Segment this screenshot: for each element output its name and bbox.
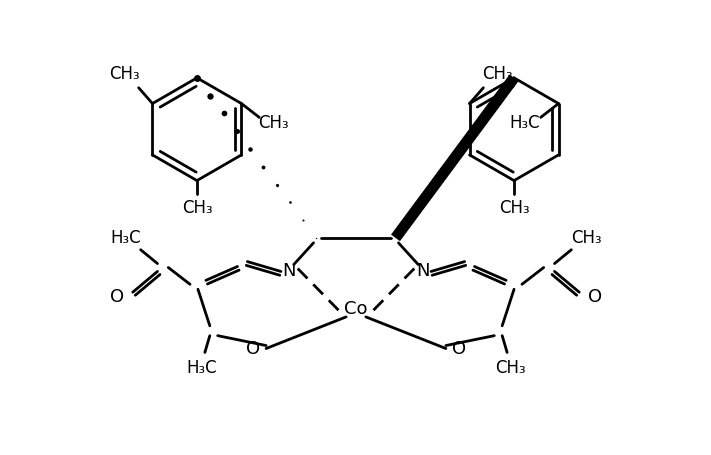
Text: O: O: [451, 339, 466, 358]
Text: CH₃: CH₃: [109, 65, 140, 83]
Text: H₃C: H₃C: [110, 229, 141, 247]
Text: Co: Co: [344, 300, 368, 318]
Text: N: N: [282, 263, 296, 280]
Text: H₃C: H₃C: [510, 114, 540, 132]
Text: O: O: [588, 288, 602, 306]
Text: CH₃: CH₃: [258, 114, 289, 132]
Text: CH₃: CH₃: [495, 359, 525, 377]
Text: CH₃: CH₃: [498, 199, 530, 217]
Text: O: O: [246, 339, 260, 358]
Text: CH₃: CH₃: [571, 229, 602, 247]
Text: O: O: [110, 288, 124, 306]
Text: N: N: [417, 263, 430, 280]
Text: CH₃: CH₃: [181, 199, 213, 217]
Text: CH₃: CH₃: [482, 65, 513, 83]
Text: H₃C: H₃C: [186, 359, 218, 377]
